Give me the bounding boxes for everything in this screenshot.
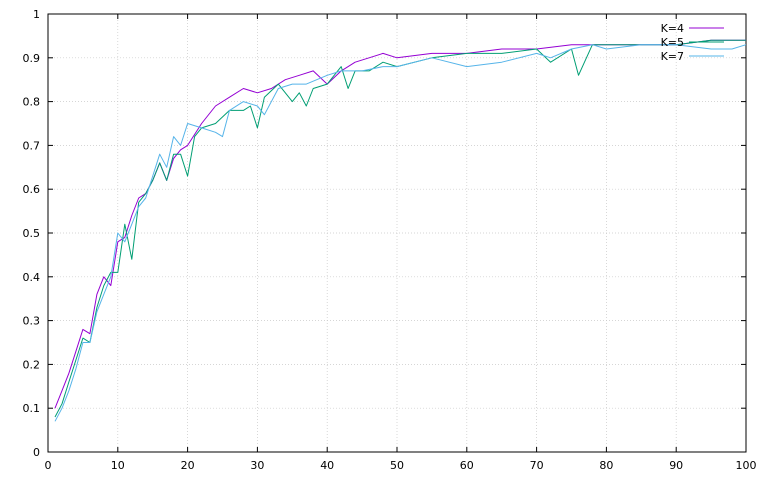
y-tick-label: 0.4 bbox=[23, 271, 41, 284]
y-tick-label: 0 bbox=[33, 446, 40, 459]
x-tick-label: 70 bbox=[530, 459, 544, 472]
x-tick-label: 100 bbox=[736, 459, 757, 472]
y-tick-label: 0.6 bbox=[23, 183, 41, 196]
y-tick-label: 0.2 bbox=[23, 358, 41, 371]
y-tick-label: 0.8 bbox=[23, 96, 41, 109]
legend-label: K=5 bbox=[661, 36, 684, 49]
x-tick-label: 90 bbox=[669, 459, 683, 472]
y-tick-label: 1 bbox=[33, 8, 40, 21]
legend-label: K=4 bbox=[661, 22, 684, 35]
x-tick-label: 50 bbox=[390, 459, 404, 472]
legend: K=4K=5K=7 bbox=[661, 22, 724, 63]
y-tick-label: 0.3 bbox=[23, 315, 41, 328]
series-line-3 bbox=[54, 44, 747, 422]
y-tick-label: 0.1 bbox=[23, 402, 41, 415]
y-tick-label: 0.5 bbox=[23, 227, 41, 240]
legend-label: K=7 bbox=[661, 50, 684, 63]
x-tick-label: 80 bbox=[599, 459, 613, 472]
axes bbox=[47, 13, 747, 453]
series-line-1 bbox=[54, 39, 746, 409]
x-tick-label: 20 bbox=[181, 459, 195, 472]
x-tick-label: 0 bbox=[45, 459, 52, 472]
grid bbox=[48, 14, 746, 452]
series-lines bbox=[54, 39, 747, 422]
y-tick-label: 0.9 bbox=[23, 52, 41, 65]
x-tick-label: 60 bbox=[460, 459, 474, 472]
series-line-2 bbox=[54, 39, 746, 418]
x-tick-label: 30 bbox=[250, 459, 264, 472]
x-tick-label: 40 bbox=[320, 459, 334, 472]
tick-labels: 0 10 20 30 40 50 60 70 80 90 100 0 0.1 0.2 0.3 0.4 0.5 0.… bbox=[23, 8, 757, 472]
y-tick-label: 0.7 bbox=[23, 139, 41, 152]
x-tick-label: 10 bbox=[111, 459, 125, 472]
